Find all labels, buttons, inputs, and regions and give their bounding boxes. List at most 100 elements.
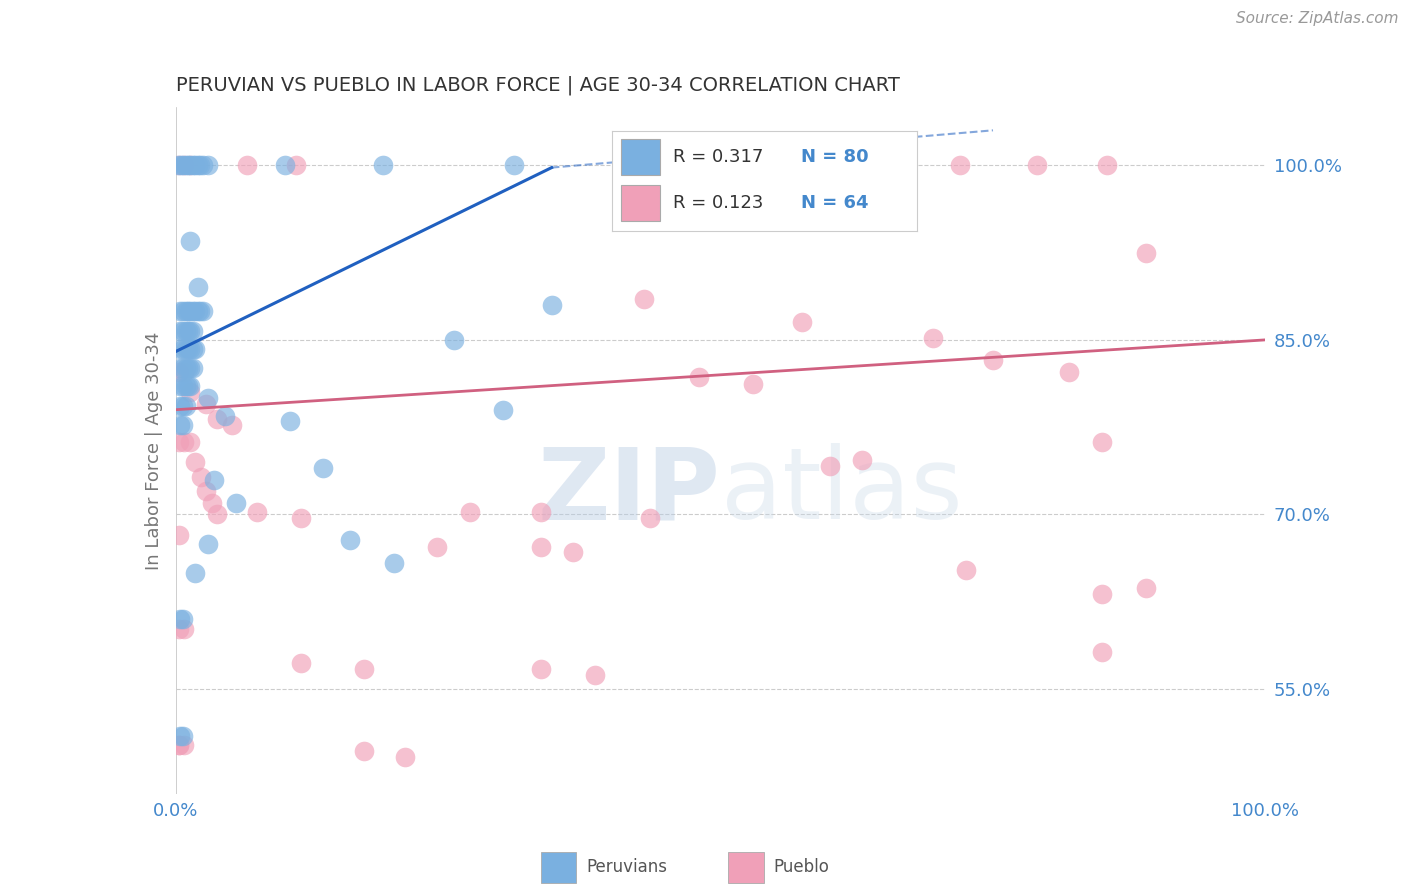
Point bbox=[184, 158, 207, 172]
Point bbox=[172, 324, 194, 338]
Point bbox=[177, 324, 200, 338]
Point bbox=[169, 360, 191, 375]
Point bbox=[179, 360, 201, 375]
Point bbox=[197, 391, 219, 405]
Text: Peruvians: Peruvians bbox=[586, 858, 668, 877]
Point bbox=[502, 158, 524, 172]
Y-axis label: In Labor Force | Age 30-34: In Labor Force | Age 30-34 bbox=[145, 331, 163, 570]
Point bbox=[278, 414, 301, 428]
Point bbox=[169, 379, 191, 393]
Point bbox=[181, 158, 204, 172]
Point bbox=[186, 303, 209, 318]
Point bbox=[638, 511, 661, 525]
Point bbox=[170, 158, 193, 172]
Point bbox=[179, 324, 201, 338]
Text: N = 80: N = 80 bbox=[801, 148, 869, 166]
Point bbox=[394, 749, 416, 764]
Point bbox=[1135, 245, 1157, 260]
Point bbox=[177, 158, 200, 172]
Point bbox=[181, 303, 204, 318]
Point bbox=[190, 470, 212, 484]
Point bbox=[353, 744, 375, 758]
Point bbox=[179, 234, 201, 248]
Point bbox=[371, 158, 394, 172]
Point bbox=[181, 360, 204, 375]
Point bbox=[172, 612, 194, 626]
Point bbox=[458, 505, 481, 519]
Point bbox=[792, 315, 814, 329]
Point bbox=[172, 379, 194, 393]
Point bbox=[169, 417, 191, 432]
Point bbox=[181, 324, 204, 338]
Point bbox=[202, 473, 225, 487]
Point bbox=[184, 566, 207, 580]
Point bbox=[583, 668, 606, 682]
Text: PERUVIAN VS PUEBLO IN LABOR FORCE | AGE 30-34 CORRELATION CHART: PERUVIAN VS PUEBLO IN LABOR FORCE | AGE … bbox=[176, 75, 900, 95]
Point bbox=[172, 729, 194, 743]
Point bbox=[179, 158, 201, 172]
Point bbox=[167, 158, 190, 172]
Point bbox=[197, 536, 219, 550]
Point bbox=[179, 385, 201, 400]
Point bbox=[174, 158, 197, 172]
Point bbox=[169, 342, 191, 356]
Point bbox=[169, 612, 191, 626]
Point bbox=[426, 540, 449, 554]
Point bbox=[1025, 158, 1047, 172]
Point bbox=[530, 505, 553, 519]
Point bbox=[167, 622, 190, 636]
Point bbox=[1091, 435, 1114, 450]
Point bbox=[312, 461, 335, 475]
Bar bbox=[541, 852, 576, 883]
Point bbox=[172, 158, 194, 172]
Text: ZIP: ZIP bbox=[537, 443, 721, 541]
Point bbox=[177, 303, 200, 318]
Point bbox=[173, 435, 195, 450]
Point bbox=[169, 399, 191, 413]
Bar bbox=[621, 185, 661, 220]
Point bbox=[172, 342, 194, 356]
Point bbox=[353, 662, 375, 676]
Point bbox=[1135, 581, 1157, 595]
Text: Source: ZipAtlas.com: Source: ZipAtlas.com bbox=[1236, 11, 1399, 26]
Point bbox=[172, 417, 194, 432]
Text: atlas: atlas bbox=[721, 443, 962, 541]
Point bbox=[173, 366, 195, 380]
Point bbox=[179, 435, 201, 450]
Text: R = 0.123: R = 0.123 bbox=[672, 194, 763, 211]
Point bbox=[179, 303, 201, 318]
Point bbox=[195, 484, 218, 499]
Point bbox=[184, 455, 207, 469]
Point bbox=[742, 377, 765, 392]
Point bbox=[540, 298, 562, 312]
Point bbox=[339, 533, 361, 547]
Point bbox=[949, 158, 972, 172]
Point bbox=[492, 402, 515, 417]
Point bbox=[274, 158, 297, 172]
Point bbox=[169, 729, 191, 743]
Point bbox=[633, 292, 655, 306]
Point bbox=[214, 409, 236, 423]
Point bbox=[186, 158, 209, 172]
Point bbox=[562, 545, 585, 559]
Point bbox=[382, 557, 405, 571]
Text: Pueblo: Pueblo bbox=[773, 858, 830, 877]
Point bbox=[181, 342, 204, 356]
Point bbox=[179, 158, 201, 172]
Point bbox=[1091, 587, 1114, 601]
Point bbox=[955, 563, 977, 577]
Point bbox=[184, 342, 207, 356]
Text: R = 0.317: R = 0.317 bbox=[672, 148, 763, 166]
Point bbox=[246, 505, 269, 519]
Point bbox=[873, 158, 896, 172]
Point bbox=[530, 540, 553, 554]
Point bbox=[922, 330, 945, 344]
Point bbox=[205, 412, 228, 426]
Point bbox=[179, 342, 201, 356]
Point bbox=[188, 303, 211, 318]
Point bbox=[1057, 366, 1080, 380]
Point bbox=[191, 303, 214, 318]
Point bbox=[177, 360, 200, 375]
Point bbox=[173, 738, 195, 752]
Point bbox=[174, 342, 197, 356]
